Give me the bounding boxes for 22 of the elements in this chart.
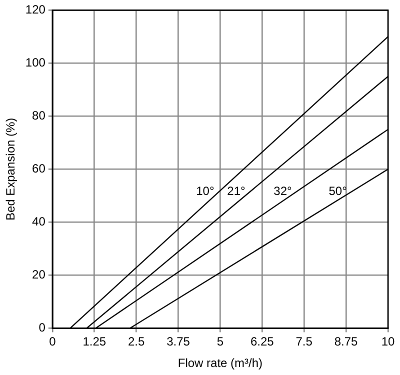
y-tick-label: 120 — [25, 2, 46, 17]
x-axis-title: Flow rate (m³/h) — [178, 356, 263, 370]
x-tick-label: 3.75 — [166, 334, 190, 349]
y-tick-label: 20 — [32, 268, 46, 282]
x-tick-label: 0 — [49, 334, 56, 349]
y-tick-label: 80 — [32, 108, 46, 123]
y-tick-label: 40 — [32, 214, 46, 229]
x-tick-label: 6.25 — [250, 334, 274, 349]
series-label: 50° — [328, 184, 348, 198]
x-tick-label: 7.5 — [296, 334, 313, 349]
series-label: 32° — [274, 184, 292, 198]
x-tick-label: 2.5 — [128, 334, 145, 349]
series-label: 21° — [227, 184, 246, 198]
x-tick-label: 5 — [216, 334, 224, 349]
y-axis-title: Bed Expansion (%) — [4, 118, 18, 221]
series-label: 10° — [196, 184, 214, 198]
y-tick-label: 0 — [38, 320, 46, 335]
x-tick-label: 8.75 — [334, 334, 358, 349]
y-tick-label: 60 — [32, 162, 46, 176]
x-tick-label: 10 — [381, 334, 395, 349]
y-tick-label: 100 — [25, 56, 46, 70]
x-tick-label: 1.25 — [82, 334, 106, 349]
